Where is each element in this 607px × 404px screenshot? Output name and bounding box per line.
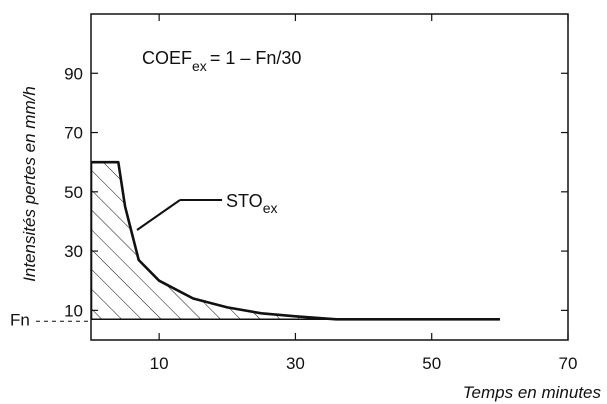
x-tick-label: 50: [422, 354, 441, 373]
curve-label-leader: [136, 199, 181, 231]
curve-label-subscript: ex: [263, 200, 278, 216]
x-tick-label: 10: [150, 354, 169, 373]
y-tick-label: 70: [64, 124, 83, 143]
y-tick-label: 90: [64, 64, 83, 83]
y-axis-title: Intensités pertes en mm/h: [20, 86, 39, 282]
formula-lhs-subscript: ex: [192, 58, 207, 74]
curve-label: STOex: [226, 191, 277, 216]
formula-lhs: COEF: [142, 48, 192, 68]
formula-annotation: COEFex = 1 – Fn/30: [142, 48, 301, 74]
hatched-loss-area: [91, 162, 500, 320]
x-tick-label: 70: [559, 354, 578, 373]
fn-label: Fn: [10, 310, 30, 329]
x-tick-label: 30: [286, 354, 305, 373]
x-axis-ticks: 10 30 50 70: [150, 14, 578, 373]
y-tick-label: 10: [64, 301, 83, 320]
curve-label-main: STO: [226, 191, 263, 211]
x-axis-title: Temps en minutes: [463, 383, 602, 402]
y-tick-label: 50: [64, 183, 83, 202]
y-tick-label: 30: [64, 242, 83, 261]
formula-rhs: = 1 – Fn/30: [210, 48, 302, 68]
sto-ex-curve: [91, 160, 500, 321]
y-axis-ticks: 10 30 50 70 90: [64, 64, 568, 320]
